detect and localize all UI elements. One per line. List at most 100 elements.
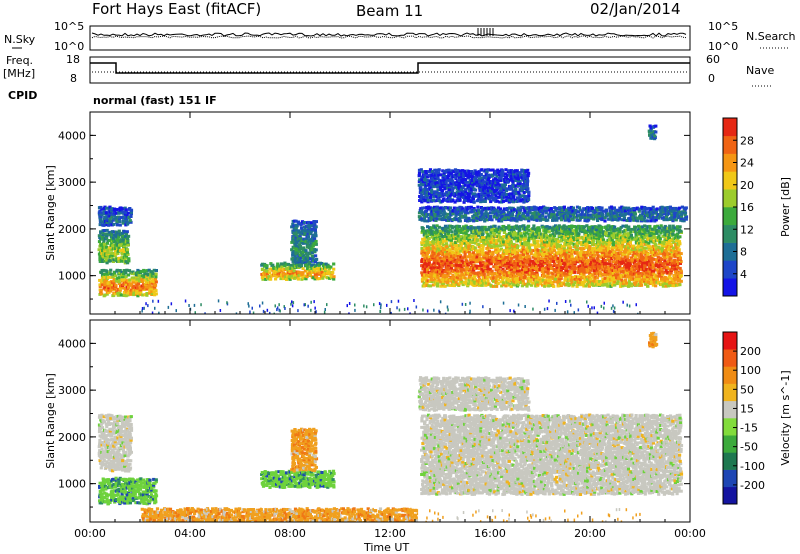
echo-cell [595,269,599,273]
echo-cell [632,250,636,254]
echo-cell [105,217,109,221]
echo-cell [532,275,536,278]
echo-cell [550,214,554,218]
echo-cell [438,229,442,233]
echo-cell [608,279,612,283]
echo-cell [488,258,492,262]
echo-cell [591,275,595,279]
echo-cell [676,237,680,241]
echo-cell [615,237,619,241]
echo-cell [439,251,443,254]
echo-cell [296,237,300,241]
echo-cell [646,260,650,264]
echo-cell [526,207,530,211]
echo-cell [421,277,426,281]
echo-cell [302,248,306,252]
echo-cell [484,251,488,255]
echo-cell [541,232,545,236]
echo-cell [459,208,463,212]
echo-cell [666,230,671,233]
echo-cell [599,242,603,246]
echo-cell [477,243,481,247]
echo-cell [446,274,450,278]
echo-cell [109,212,113,216]
echo-cell [118,243,122,247]
echo-cell [571,218,575,222]
echo-cell [107,223,111,227]
echo-cell [534,245,538,249]
echo-cell [511,270,515,274]
echo-cell [582,284,586,288]
echo-cell [466,219,470,223]
echo-cell [653,232,657,235]
echo-cell [647,257,651,261]
echo-cell [131,278,135,282]
echo-cell [647,269,651,273]
echo-cell [603,216,607,220]
echo-cell [541,225,545,229]
echo-cell [147,268,151,272]
echo-cell [290,225,294,229]
echo-cell [116,249,121,253]
echo-cell [117,256,121,260]
echo-cell [557,224,561,228]
echo-cell [108,246,112,250]
echo-cell [534,253,538,257]
echo-cell [578,260,582,264]
echo-cell [423,214,427,218]
echo-cell [476,264,480,268]
echo-cell [451,273,455,277]
echo-cell [493,260,497,264]
echo-cell [525,256,529,260]
echo-cell [492,276,497,280]
echo-cell [284,267,288,271]
echo-cell [124,234,128,238]
echo-cell [545,254,549,258]
echo-cell [657,280,661,284]
echo-cell [568,242,572,246]
echo-cell [676,242,680,246]
echo-cell [626,254,630,258]
echo-cell [533,217,537,221]
echo-cell [294,219,298,223]
echo-cell [311,227,315,231]
echo-cell [438,244,442,248]
echo-cell [619,251,623,255]
echo-cell [520,284,524,288]
echo-cell [306,267,310,271]
echo-cell [555,225,559,229]
echo-cell [115,268,119,272]
echo-cell [584,239,588,243]
echo-cell [632,268,636,272]
echo-cell [452,260,456,264]
echo-cell [480,211,484,215]
echo-cell [529,267,533,271]
echo-cell [462,263,466,267]
echo-cell [610,257,614,260]
echo-cell [133,272,137,276]
echo-cell [297,274,301,277]
echo-cell [126,293,130,297]
echo-cell [615,282,619,286]
echo-cell [555,245,559,249]
echo-cell [481,243,485,247]
echo-cell [590,215,594,219]
echo-cell [293,260,297,264]
echo-cell [132,276,136,280]
echo-cell [641,255,645,259]
echo-cell [448,244,452,248]
echo-cell [435,228,439,232]
echo-cell [656,270,660,274]
nsearch-label: N.Search [746,30,796,43]
echo-cell [626,263,630,267]
echo-cell [634,254,638,258]
echo-cell [634,250,638,253]
echo-cell [274,277,278,281]
echo-cell [653,225,657,229]
echo-cell [661,280,665,284]
echo-cell [647,241,651,245]
echo-cell [463,235,467,239]
echo-cell [310,263,314,267]
echo-cell [527,236,531,240]
echo-cell [545,252,549,256]
